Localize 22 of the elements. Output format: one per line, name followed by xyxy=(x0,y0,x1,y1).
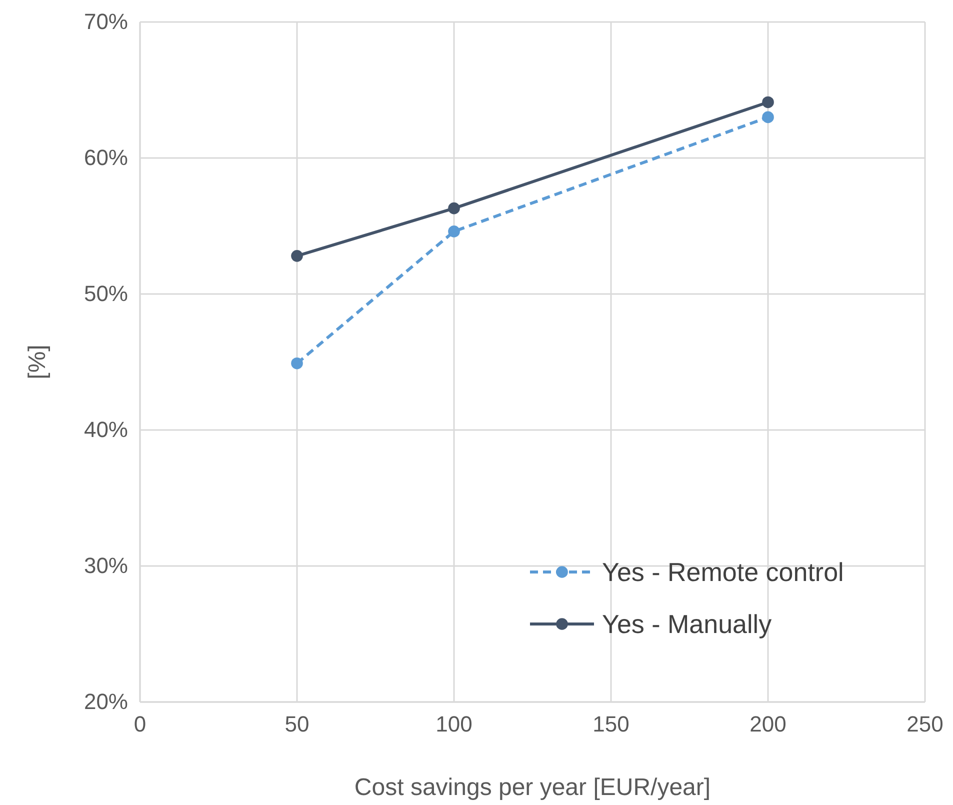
point xyxy=(448,202,460,214)
x-tick-label: 150 xyxy=(592,712,630,737)
y-tick-label: 40% xyxy=(84,417,128,442)
y-axis-title: [%] xyxy=(24,344,51,380)
point xyxy=(448,226,460,238)
y-tick-label: 50% xyxy=(84,281,128,306)
point xyxy=(762,111,774,124)
x-tick-label: 250 xyxy=(906,712,944,737)
legend-label: Yes - Remote control xyxy=(602,557,844,588)
y-tick-label: 60% xyxy=(84,145,128,170)
y-tick-label: 20% xyxy=(84,689,128,714)
x-tick-label: 100 xyxy=(436,712,472,737)
point xyxy=(291,250,303,262)
y-tick-label: 30% xyxy=(84,553,128,578)
y-tick-label: 70% xyxy=(84,9,128,34)
point xyxy=(291,357,303,370)
x-axis-title: Cost savings per year [EUR/year] xyxy=(354,774,711,801)
x-tick-label: 200 xyxy=(750,712,786,737)
point xyxy=(762,96,774,108)
x-tick-label: 50 xyxy=(284,712,310,737)
legend-label: Yes - Manually xyxy=(602,609,772,640)
x-tick-label: 0 xyxy=(134,712,146,737)
